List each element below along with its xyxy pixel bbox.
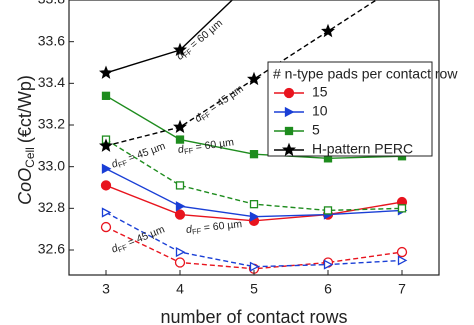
annotation-part: = 60 µm — [192, 136, 235, 154]
annotation-part: = 60 µm — [186, 17, 226, 53]
marker — [249, 200, 259, 209]
marker — [323, 259, 334, 270]
annotation-part: d — [110, 157, 121, 171]
marker — [247, 71, 261, 86]
y-tick-label: 32.8 — [38, 199, 65, 215]
annotation-part: = 45 µm — [124, 140, 167, 166]
marker — [174, 257, 186, 268]
annotation-part: = 45 µm — [205, 82, 246, 116]
y-axis-label: CoOCell(€ct/Wp) — [15, 75, 37, 205]
y-tick-label: 33.6 — [38, 32, 65, 48]
legend-label: 5 — [312, 122, 320, 138]
legend-label: 15 — [312, 84, 328, 100]
y-tick-label: 32.6 — [38, 241, 65, 257]
legend-title: # n-type pads per contact row — [273, 66, 458, 82]
marker — [101, 91, 111, 100]
annotation: dFF = 60 µm — [177, 136, 235, 157]
marker — [249, 211, 260, 222]
plot-area — [99, 0, 408, 274]
annotation-part: FF — [117, 242, 129, 254]
legend-marker — [283, 87, 295, 99]
annotation-part: d — [177, 143, 186, 156]
legend-marker — [284, 106, 295, 118]
marker — [175, 246, 186, 258]
marker — [174, 209, 186, 220]
y-tick-label: 33.2 — [38, 116, 65, 132]
legend-label: H-pattern PERC — [312, 141, 413, 157]
marker — [99, 138, 113, 152]
x-tick-label: 3 — [102, 281, 110, 297]
annotation-part: FF — [184, 146, 195, 156]
marker — [397, 255, 408, 266]
x-tick-label: 5 — [250, 281, 258, 297]
x-tick-label: 7 — [398, 281, 406, 297]
series-line — [105, 0, 234, 74]
annotation-part: FF — [117, 158, 129, 170]
y-tick-label: 33.4 — [38, 74, 65, 90]
legend-marker — [284, 126, 294, 136]
marker — [175, 135, 185, 144]
annotation: dFF = 45 µm — [110, 140, 168, 172]
marker — [175, 201, 186, 212]
marker — [173, 119, 187, 133]
annotation: dFF = 60 µm — [174, 17, 226, 64]
annotation-part: d — [185, 223, 193, 236]
marker — [99, 65, 113, 79]
annotation-part: FF — [192, 226, 202, 236]
series-line-dashed — [105, 211, 403, 268]
marker — [101, 207, 112, 218]
y-tick-label: 33.8 — [38, 0, 65, 7]
annotation-part: d — [110, 242, 121, 256]
annotation-part: = 60 µm — [200, 218, 243, 234]
legend-label: 10 — [312, 103, 328, 119]
marker — [101, 163, 112, 174]
x-tick-label: 6 — [324, 281, 332, 297]
y-tick-label: 33.0 — [38, 157, 65, 173]
marker — [100, 221, 112, 233]
marker — [397, 204, 407, 213]
marker — [175, 181, 185, 190]
marker — [321, 23, 335, 38]
marker — [173, 42, 187, 57]
x-axis-label: number of contact rows — [160, 307, 347, 325]
legend-marker — [282, 142, 296, 157]
marker — [323, 206, 333, 215]
legend-box — [267, 61, 433, 157]
marker — [249, 150, 259, 159]
x-tick-label: 4 — [176, 281, 184, 297]
marker — [100, 180, 112, 191]
marker — [396, 246, 408, 258]
annotation: dFF = 60 µm — [185, 218, 243, 237]
annotation: dFF = 45 µm — [192, 82, 246, 125]
marker — [249, 261, 260, 272]
